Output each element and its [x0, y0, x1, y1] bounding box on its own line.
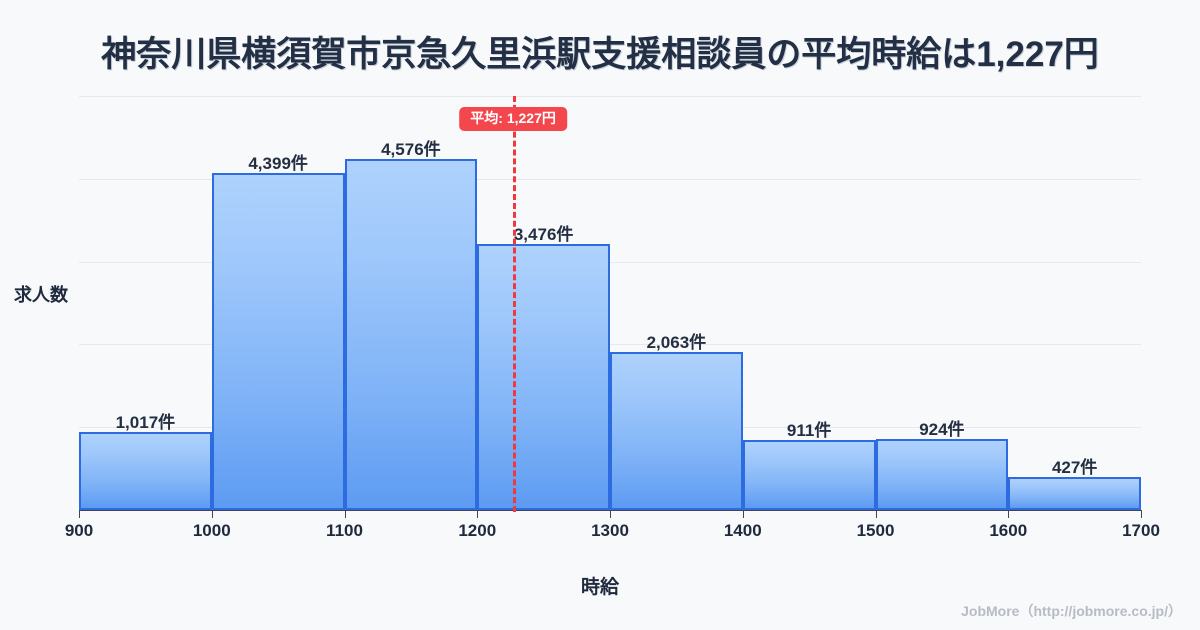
x-axis-tick-label: 1000 — [192, 521, 231, 540]
x-axis-tick-mark — [1008, 510, 1010, 518]
gridline — [79, 178, 1141, 180]
histogram-bar — [875, 439, 1009, 510]
y-axis-title: 求人数 — [14, 285, 68, 305]
x-axis-tick-label: 1200 — [458, 521, 497, 540]
bar-value-label: 4,576件 — [381, 140, 441, 160]
x-axis-tick-mark — [875, 510, 877, 518]
bar-value-label: 427件 — [1051, 458, 1098, 478]
plot-area — [79, 96, 1141, 510]
average-line — [513, 96, 517, 512]
x-axis-tick-label: 1500 — [856, 521, 895, 540]
bar-value-label: 911件 — [786, 421, 832, 441]
x-axis-tick-mark — [344, 510, 346, 518]
bar-value-label: 1,017件 — [115, 413, 176, 433]
x-axis-tick-mark — [742, 510, 744, 518]
bar-value-label: 2,063件 — [646, 332, 707, 352]
x-axis-tick-label: 1300 — [591, 521, 629, 540]
x-axis-tick-label: 1100 — [326, 521, 363, 540]
histogram-bar — [344, 159, 478, 510]
x-axis-tick-mark — [610, 510, 611, 518]
x-axis-tick-label: 1700 — [1122, 521, 1160, 540]
chart-title: 神奈川県横須賀市京急久里浜駅支援相談員の平均時給は1,227円 — [101, 35, 1099, 74]
histogram-bar — [610, 351, 743, 510]
x-axis-tick-mark — [211, 510, 213, 518]
histogram-bar — [742, 440, 876, 510]
average-badge: 平均: 1,227円 — [459, 107, 567, 132]
bar-value-label: 3,476件 — [513, 224, 574, 244]
gridline — [79, 96, 1141, 97]
histogram-bar — [477, 243, 610, 510]
bar-value-label: 4,399件 — [248, 153, 308, 173]
histogram-bar — [211, 172, 345, 510]
gridline — [79, 261, 1141, 263]
watermark: JobMore（http://jobmore.co.jp/） — [961, 603, 1182, 619]
x-axis-tick-label: 900 — [64, 521, 94, 540]
x-axis-title: 時給 — [580, 577, 619, 598]
bar-value-label: 924件 — [919, 420, 965, 440]
x-axis-tick-mark — [79, 510, 80, 518]
x-axis-tick-mark — [1141, 510, 1142, 518]
x-axis-tick-mark — [477, 510, 479, 518]
histogram-bar — [79, 432, 212, 510]
gridline — [79, 344, 1141, 346]
x-axis-tick-label: 1600 — [989, 521, 1028, 540]
histogram-bar — [1008, 477, 1141, 510]
x-axis-tick-label: 1400 — [723, 521, 762, 540]
